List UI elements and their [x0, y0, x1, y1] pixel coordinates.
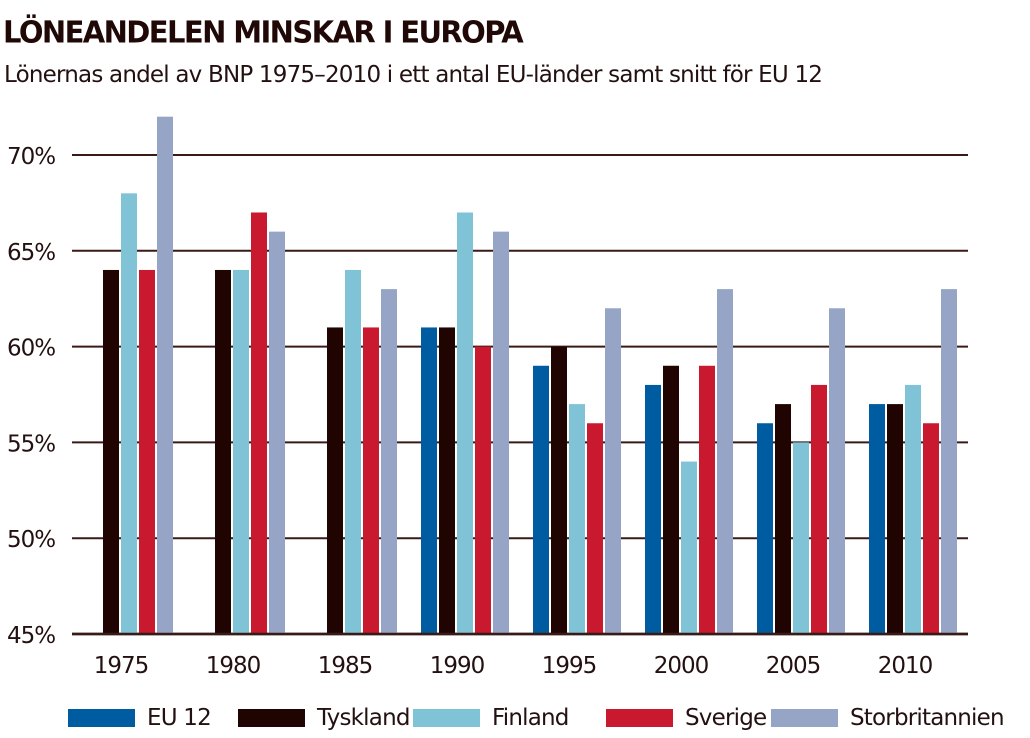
bar-finland-1975 [121, 193, 137, 634]
legend-swatch [238, 709, 305, 727]
legend-swatch [771, 709, 838, 727]
bar-tyskland-1975 [103, 269, 119, 634]
bar-storbritannien-1990 [493, 231, 509, 634]
bar-finland-2005 [793, 442, 809, 634]
x-tick-label: 1995 [542, 653, 597, 679]
y-tick-label: 55% [7, 431, 55, 457]
y-tick-label: 45% [7, 623, 55, 649]
bar-tyskland-1990 [439, 327, 455, 634]
y-tick-label: 60% [7, 336, 55, 362]
bar-sverige-2005 [811, 384, 827, 634]
y-tick-label: 70% [7, 144, 55, 170]
bar-tyskland-2010 [887, 404, 903, 634]
legend-swatch [413, 709, 480, 727]
bar-tyskland-1985 [327, 327, 343, 634]
bar-finland-1995 [569, 404, 585, 634]
x-tick-label: 2000 [654, 653, 709, 679]
legend-item-storbritannien: Storbritannien [771, 700, 1005, 736]
bar-storbritannien-2010 [941, 289, 957, 634]
bar-eu-12-2005 [757, 423, 773, 634]
legend-item-sverige: Sverige [606, 700, 767, 736]
bar-sverige-1980 [251, 212, 267, 635]
x-tick-label: 1985 [318, 653, 373, 679]
legend-label: EU 12 [147, 705, 212, 731]
bar-eu-12-2000 [645, 384, 661, 634]
bar-sverige-2010 [923, 423, 939, 634]
legend-swatch [606, 709, 673, 727]
bar-storbritannien-1995 [605, 308, 621, 634]
bar-eu-12-1995 [533, 365, 549, 634]
bar-finland-1985 [345, 269, 361, 634]
legend-swatch [68, 709, 135, 727]
x-axis-tick-labels: 1975 1980 1985 1990 1995 2000 2005 2010 [94, 653, 934, 679]
chart-title: LÖNEANDELEN MINSKAR I EUROPA [3, 14, 524, 50]
legend-label: Sverige [685, 705, 767, 731]
bar-storbritannien-1980 [269, 231, 285, 634]
bar-eu-12-2010 [869, 404, 885, 634]
x-tick-label: 1975 [94, 653, 149, 679]
bar-tyskland-1995 [551, 346, 567, 634]
bars [72, 116, 968, 636]
bar-sverige-1995 [587, 423, 603, 634]
bar-storbritannien-1975 [157, 116, 173, 635]
bar-eu-12-1990 [421, 327, 437, 634]
bar-sverige-1975 [139, 269, 155, 634]
legend-item-tyskland: Tyskland [238, 700, 410, 736]
legend-label: Tyskland [317, 705, 410, 731]
legend-label: Storbritannien [850, 705, 1005, 731]
x-tick-label: 2005 [766, 653, 821, 679]
bar-finland-1980 [233, 269, 249, 634]
y-tick-label: 65% [7, 240, 55, 266]
bar-finland-2010 [905, 384, 921, 634]
bar-storbritannien-1985 [381, 289, 397, 634]
bar-tyskland-2000 [663, 365, 679, 634]
y-tick-label: 50% [7, 527, 55, 553]
bar-sverige-1985 [363, 327, 379, 634]
x-tick-label: 1990 [430, 653, 485, 679]
bar-storbritannien-2005 [829, 308, 845, 634]
legend-item-eu-12: EU 12 [68, 700, 212, 736]
bar-storbritannien-2000 [717, 289, 733, 634]
bar-tyskland-2005 [775, 404, 791, 634]
y-axis-tick-labels: 45% 50% 55% 60% 65% 70% [7, 144, 56, 649]
bar-finland-2000 [681, 461, 697, 634]
bar-tyskland-1980 [215, 269, 231, 634]
legend: EU 12 Tyskland Finland Sverige Storbritannie… [0, 700, 1030, 736]
x-tick-label: 1980 [206, 653, 261, 679]
chart-subtitle: Lönernas andel av BNP 1975–2010 i ett an… [4, 62, 823, 88]
bar-sverige-2000 [699, 365, 715, 634]
legend-label: Finland [492, 705, 569, 731]
bar-finland-1990 [457, 212, 473, 635]
x-tick-label: 2010 [878, 653, 933, 679]
bar-chart: 45% 50% 55% 60% 65% 70% 1975 1980 1985 1990 1995 2… [7, 116, 968, 679]
legend-item-finland: Finland [413, 700, 569, 736]
bar-sverige-1990 [475, 346, 491, 634]
